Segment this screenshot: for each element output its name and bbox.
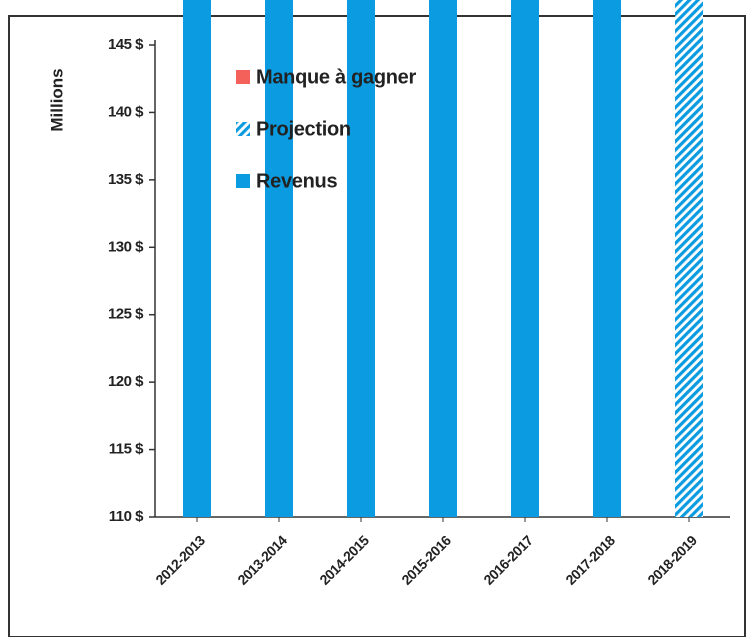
legend-label: Projection <box>256 118 351 140</box>
bar-segment <box>593 0 621 517</box>
y-tick-label: 140 $ <box>108 103 144 120</box>
x-tick-label: 2016-2017 <box>480 532 536 588</box>
bar-segment <box>511 0 539 517</box>
x-tick-label: 2015-2016 <box>398 532 454 588</box>
legend-label: Revenus <box>256 170 337 192</box>
y-tick-label: 135 $ <box>108 171 144 188</box>
bar-segment <box>347 0 375 517</box>
y-tick-label: 145 $ <box>108 36 144 53</box>
legend-swatch <box>236 174 250 188</box>
y-tick-label: 120 $ <box>108 373 144 390</box>
frame <box>8 15 746 637</box>
y-tick-label: 115 $ <box>109 441 144 458</box>
y-tick-label: 110 $ <box>109 508 144 525</box>
x-tick-label: 2018-2019 <box>644 532 700 588</box>
bar-segment <box>675 0 703 517</box>
y-tick-label: 125 $ <box>108 306 144 323</box>
legend-swatch <box>236 70 250 84</box>
y-axis-label: Millions <box>47 68 66 131</box>
y-tick-label: 130 $ <box>108 238 144 255</box>
x-tick-label: 2017-2018 <box>562 532 618 588</box>
bar-segment <box>183 0 211 517</box>
bar-segment <box>429 0 457 517</box>
x-tick-label: 2014-2015 <box>316 532 372 588</box>
bar-segment <box>265 0 293 517</box>
x-tick-label: 2013-2014 <box>234 532 290 588</box>
x-tick-label: 2012-2013 <box>152 532 208 588</box>
legend-swatch <box>236 122 250 136</box>
legend-label: Manque à gagner <box>256 66 416 88</box>
